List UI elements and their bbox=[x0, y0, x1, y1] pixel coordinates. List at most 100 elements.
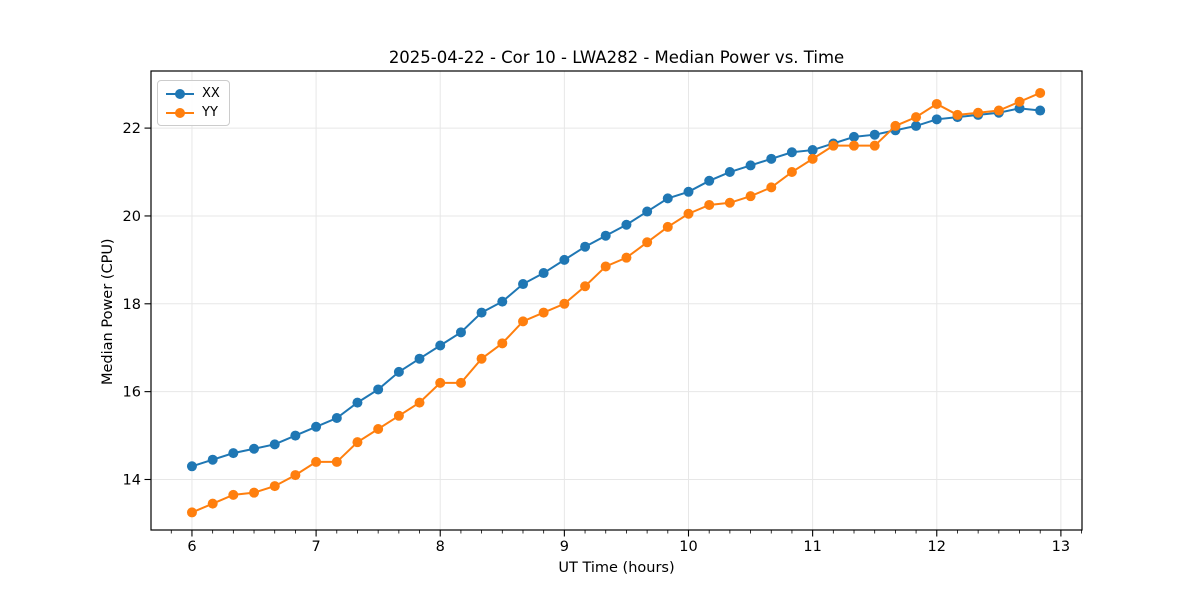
series-yy-point bbox=[476, 353, 487, 364]
y-axis-label: Median Power (CPU) bbox=[100, 238, 116, 385]
series-yy-point bbox=[559, 298, 570, 309]
series-xx-point bbox=[580, 241, 591, 252]
series-yy-point bbox=[869, 140, 880, 151]
chart-title: 2025-04-22 - Cor 10 - LWA282 - Median Po… bbox=[388, 48, 845, 67]
series-xx-point bbox=[724, 167, 735, 178]
x-tick-label: 7 bbox=[311, 539, 320, 555]
series-yy-point bbox=[414, 397, 425, 408]
series-yy-point bbox=[724, 197, 735, 208]
y-tick-label: 18 bbox=[123, 297, 141, 313]
series-xx-point bbox=[331, 412, 342, 423]
legend-line-sample-xx bbox=[166, 88, 194, 99]
series-yy-point bbox=[331, 456, 342, 467]
series-yy-point bbox=[518, 316, 529, 327]
series-xx-point bbox=[269, 439, 280, 450]
legend: XX YY bbox=[157, 80, 230, 126]
series-yy-point bbox=[890, 120, 901, 131]
series-yy-point bbox=[207, 498, 218, 509]
series-yy-point bbox=[704, 199, 715, 210]
series-xx-point bbox=[497, 296, 508, 307]
x-axis-label: UT Time (hours) bbox=[558, 560, 675, 576]
series-xx-point bbox=[455, 327, 466, 338]
series-yy-point bbox=[683, 208, 694, 219]
y-tick-label: 14 bbox=[123, 472, 141, 488]
series-xx-point bbox=[600, 230, 611, 241]
legend-sample-marker bbox=[175, 88, 185, 99]
series-yy-point bbox=[373, 423, 384, 434]
y-tick-label: 16 bbox=[123, 385, 141, 401]
series-yy-point bbox=[662, 221, 673, 232]
series-yy-point bbox=[228, 489, 239, 500]
series-xx-point bbox=[373, 384, 384, 395]
series-yy-point bbox=[745, 191, 756, 202]
series-xx-point bbox=[869, 129, 880, 140]
series-xx-point bbox=[786, 147, 797, 158]
series-yy-point bbox=[600, 261, 611, 272]
series-yy-point bbox=[249, 487, 260, 498]
series-yy-point bbox=[621, 252, 632, 263]
series-xx-point bbox=[476, 307, 487, 318]
y-tick-label: 20 bbox=[123, 209, 141, 225]
legend-line-sample-yy bbox=[166, 107, 194, 118]
x-tick-label: 9 bbox=[560, 539, 569, 555]
series-yy-point bbox=[290, 470, 301, 481]
x-tick-label: 12 bbox=[928, 539, 946, 555]
series-yy-point bbox=[269, 481, 280, 492]
series-xx-point bbox=[228, 448, 239, 459]
series-xx-point bbox=[186, 461, 197, 472]
series-xx-point bbox=[207, 454, 218, 465]
series-yy-point bbox=[186, 507, 197, 518]
series-yy-point bbox=[973, 107, 984, 118]
series-yy-point bbox=[497, 338, 508, 349]
series-xx-point bbox=[1035, 105, 1046, 116]
series-yy-point bbox=[786, 167, 797, 178]
series-xx-point bbox=[704, 175, 715, 186]
series-xx-point bbox=[559, 254, 570, 265]
series-xx-point bbox=[931, 114, 942, 125]
series-yy-point bbox=[952, 109, 963, 120]
series-yy-point bbox=[993, 105, 1004, 116]
series-xx-point bbox=[642, 206, 653, 217]
series-yy-point bbox=[435, 377, 446, 388]
series-yy-point bbox=[311, 456, 322, 467]
series-yy-point bbox=[848, 140, 859, 151]
series-xx-point bbox=[683, 186, 694, 197]
series-xx-point bbox=[290, 430, 301, 441]
y-tick-label: 22 bbox=[123, 121, 141, 137]
series-yy-line bbox=[191, 92, 1041, 514]
series-xx-point bbox=[518, 279, 529, 290]
series-xx-point bbox=[352, 397, 363, 408]
series-xx-point bbox=[393, 366, 404, 377]
series-yy-point bbox=[580, 281, 591, 292]
series-yy-point bbox=[1014, 96, 1025, 107]
series-yy-point bbox=[807, 153, 818, 164]
series-yy-point bbox=[931, 98, 942, 109]
series-yy-point bbox=[1035, 87, 1046, 98]
series-xx-point bbox=[662, 193, 673, 204]
legend-item-xx: XX bbox=[165, 85, 220, 102]
series-yy-point bbox=[766, 182, 777, 193]
series-yy-point bbox=[911, 112, 922, 123]
x-tick-label: 11 bbox=[803, 539, 821, 555]
legend-item-yy: YY bbox=[165, 104, 220, 121]
legend-label-yy: YY bbox=[202, 105, 218, 120]
series-xx-point bbox=[745, 160, 756, 171]
series-yy-point bbox=[393, 410, 404, 421]
series-xx-point bbox=[311, 421, 322, 432]
series-yy-point bbox=[538, 307, 549, 318]
series-yy-point bbox=[352, 437, 363, 448]
series-yy-point bbox=[828, 140, 839, 151]
x-tick-label: 8 bbox=[436, 539, 445, 555]
axes-spines bbox=[150, 70, 1083, 531]
legend-label-xx: XX bbox=[202, 86, 220, 101]
series-xx-point bbox=[848, 131, 859, 142]
series-xx-point bbox=[435, 340, 446, 351]
series-yy-point bbox=[642, 237, 653, 248]
x-tick-label: 13 bbox=[1052, 539, 1070, 555]
series-xx-point bbox=[621, 219, 632, 230]
series-xx-point bbox=[249, 443, 260, 454]
series-xx-point bbox=[807, 145, 818, 156]
x-tick-label: 6 bbox=[187, 539, 196, 555]
